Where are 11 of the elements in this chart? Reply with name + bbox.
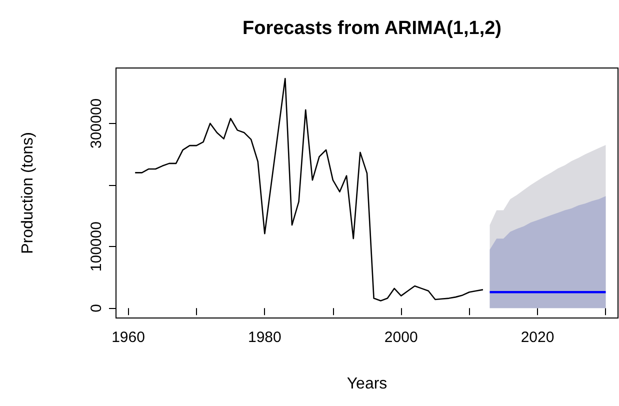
x-axis-title: Years [346,376,388,392]
x-tick-label: 1960 [112,329,145,346]
y-tick-label: 300000 [88,98,105,148]
x-tick-label: 2000 [384,329,418,346]
x-tick-label: 2020 [520,329,554,346]
y-tick-label: 100000 [88,222,105,272]
y-tick-label: 0 [88,304,105,312]
y-axis-title: Production (tons) [20,132,36,254]
chart-title: Forecasts from ARIMA(1,1,2) [242,18,502,39]
line-series [134,78,484,302]
x-tick-label: 1980 [248,329,282,346]
